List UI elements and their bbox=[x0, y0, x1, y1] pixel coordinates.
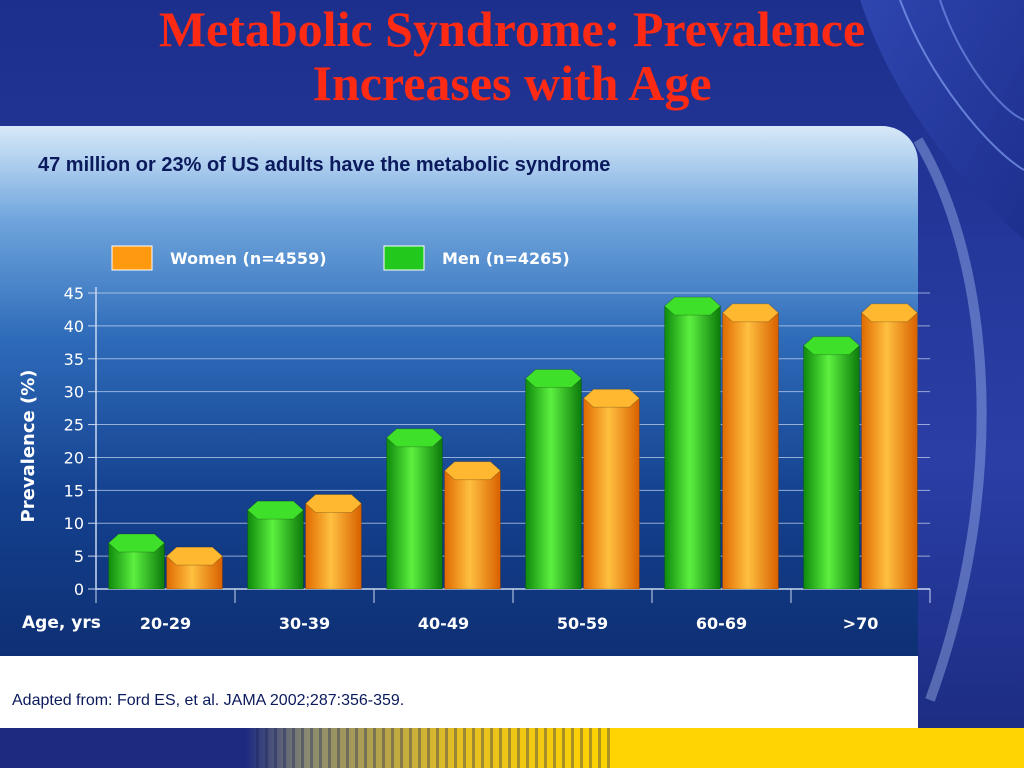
bar-men->70 bbox=[803, 345, 860, 590]
bar-cap-men-30-39 bbox=[246, 500, 305, 520]
y-tick-label: 20 bbox=[64, 448, 84, 467]
bottom-strip-pattern bbox=[250, 728, 610, 768]
bar-cap-women-20-29 bbox=[165, 546, 224, 566]
bar-cap-men-20-29 bbox=[107, 533, 166, 553]
bar-cap-women-40-49 bbox=[443, 461, 502, 481]
slide-title: Metabolic Syndrome: Prevalence Increases… bbox=[0, 2, 1024, 110]
x-tick-label: 40-49 bbox=[418, 614, 469, 633]
y-tick-label: 5 bbox=[74, 547, 84, 566]
x-tick-label: 20-29 bbox=[140, 614, 191, 633]
legend-swatch bbox=[111, 245, 153, 271]
grid-layer: 0 5 10 15 20 25 30 35 40 45 Prevalence (%) Age, yrs… bbox=[18, 284, 931, 633]
title-line-1: Metabolic Syndrome: Prevalence bbox=[158, 1, 866, 57]
y-tick-label: 35 bbox=[64, 350, 84, 369]
legend-label: Women (n=4559) bbox=[170, 249, 327, 268]
bar-cap-women-30-39 bbox=[304, 493, 363, 513]
y-axis-label: Prevalence (%) bbox=[18, 370, 39, 523]
bar-women-40-49 bbox=[444, 470, 501, 590]
x-tick-label: >70 bbox=[843, 614, 879, 633]
y-tick-label: 15 bbox=[64, 481, 84, 500]
chart-legend: Women (n=4559) Men (n=4265) bbox=[111, 245, 570, 271]
slide-subtitle: 47 million or 23% of US adults have the … bbox=[38, 154, 611, 176]
bar-cap-men->70 bbox=[802, 336, 861, 356]
y-tick-label: 0 bbox=[74, 580, 84, 599]
bar-cap-women-50-59 bbox=[582, 388, 641, 408]
bar-women->70 bbox=[861, 312, 918, 590]
bar-cap-women-60-69 bbox=[721, 303, 780, 323]
y-tick-label: 25 bbox=[64, 416, 84, 435]
y-tick-label: 10 bbox=[64, 514, 84, 533]
legend-swatch bbox=[383, 245, 425, 271]
title-line-2: Increases with Age bbox=[312, 55, 712, 111]
source-citation: Adapted from: Ford ES, et al. JAMA 2002;… bbox=[12, 692, 405, 709]
bar-men-50-59 bbox=[525, 378, 582, 590]
y-tick-label: 45 bbox=[64, 284, 84, 303]
bottom-strip bbox=[0, 728, 1024, 768]
bar-women-60-69 bbox=[722, 312, 779, 590]
bar-women-50-59 bbox=[583, 397, 640, 590]
y-tick-label: 30 bbox=[64, 383, 84, 402]
footer-band bbox=[0, 656, 918, 728]
x-axis-label: Age, yrs bbox=[22, 613, 101, 633]
bar-men-40-49 bbox=[386, 437, 443, 590]
bar-cap-women->70 bbox=[860, 303, 919, 323]
bar-men-60-69 bbox=[664, 305, 721, 590]
bar-women-30-39 bbox=[305, 502, 362, 590]
bar-cap-men-40-49 bbox=[385, 428, 444, 448]
x-tick-label: 60-69 bbox=[696, 614, 747, 633]
bar-layer bbox=[107, 296, 919, 590]
bar-cap-men-60-69 bbox=[663, 296, 722, 316]
y-tick-label: 40 bbox=[64, 317, 84, 336]
bar-men-30-39 bbox=[247, 509, 304, 590]
x-tick-label: 30-39 bbox=[279, 614, 330, 633]
x-tick-label: 50-59 bbox=[557, 614, 608, 633]
bar-cap-men-50-59 bbox=[524, 369, 583, 389]
legend-label: Men (n=4265) bbox=[442, 249, 570, 268]
